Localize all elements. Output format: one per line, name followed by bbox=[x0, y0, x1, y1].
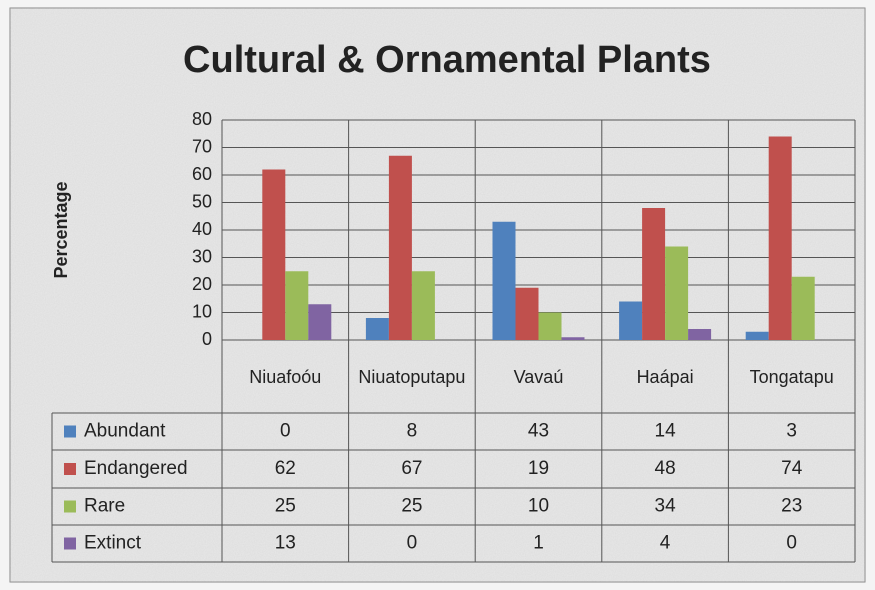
y-tick-label: 10 bbox=[192, 301, 212, 321]
bar bbox=[745, 331, 769, 340]
bar bbox=[388, 155, 412, 340]
table-value: 1 bbox=[533, 533, 544, 554]
table-value: 3 bbox=[786, 421, 797, 442]
bar bbox=[262, 169, 286, 340]
y-tick-label: 0 bbox=[202, 329, 212, 349]
table-value: 19 bbox=[528, 458, 549, 479]
y-tick-label: 40 bbox=[192, 219, 212, 239]
table-value: 48 bbox=[655, 458, 676, 479]
table-value: 25 bbox=[275, 496, 296, 517]
legend-key bbox=[64, 463, 76, 475]
legend-key bbox=[64, 537, 76, 550]
y-tick-label: 60 bbox=[192, 164, 212, 184]
table-value: 23 bbox=[781, 496, 802, 517]
table-value: 13 bbox=[275, 533, 296, 554]
bar bbox=[515, 287, 539, 340]
y-axis-label: Percentage bbox=[51, 181, 71, 278]
x-tick-label: Niuatoputapu bbox=[358, 367, 466, 387]
bar bbox=[768, 136, 792, 340]
table-value: 4 bbox=[660, 533, 671, 554]
y-tick-label: 50 bbox=[192, 191, 212, 211]
chart-title: Cultural & Ornamental Plants bbox=[183, 39, 711, 81]
table-value: 67 bbox=[401, 458, 422, 479]
x-tick-label: Tongatapu bbox=[749, 367, 834, 387]
bar bbox=[791, 276, 815, 340]
x-tick-label: Haápai bbox=[636, 367, 694, 387]
bar bbox=[285, 271, 309, 340]
y-tick-label: 20 bbox=[192, 274, 212, 294]
y-tick-label: 30 bbox=[192, 246, 212, 266]
bar bbox=[411, 271, 435, 340]
x-tick-label: Vavaú bbox=[513, 367, 564, 387]
table-value: 0 bbox=[407, 533, 418, 554]
legend-label: Rare bbox=[84, 496, 125, 517]
bar bbox=[308, 304, 332, 340]
table-value: 0 bbox=[280, 421, 291, 442]
table-value: 43 bbox=[528, 421, 549, 442]
table-value: 14 bbox=[655, 421, 677, 442]
bar bbox=[688, 329, 712, 340]
bar bbox=[619, 301, 643, 340]
bar bbox=[538, 312, 562, 340]
bar bbox=[665, 246, 689, 340]
bar bbox=[561, 337, 585, 340]
legend-key bbox=[64, 425, 76, 438]
legend-label: Extinct bbox=[84, 533, 142, 554]
legend-label: Endangered bbox=[84, 458, 188, 479]
bar bbox=[365, 318, 389, 340]
legend-key bbox=[64, 500, 76, 513]
texture bbox=[10, 8, 865, 582]
table-value: 8 bbox=[407, 421, 418, 442]
bar bbox=[642, 208, 666, 340]
table-value: 25 bbox=[401, 496, 422, 517]
table-value: 34 bbox=[655, 496, 677, 517]
table-value: 0 bbox=[786, 533, 797, 554]
x-tick-label: Niuafoóu bbox=[249, 367, 322, 387]
table-value: 74 bbox=[781, 458, 803, 479]
y-tick-label: 70 bbox=[192, 136, 212, 156]
y-tick-label: 80 bbox=[192, 109, 212, 129]
table-value: 10 bbox=[528, 496, 549, 517]
bar bbox=[492, 221, 516, 340]
table-value: 62 bbox=[275, 458, 296, 479]
legend-label: Abundant bbox=[84, 421, 166, 442]
